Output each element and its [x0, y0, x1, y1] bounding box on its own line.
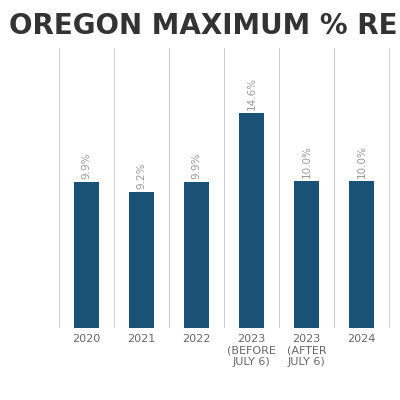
Text: 9.2%: 9.2% — [136, 163, 146, 190]
Text: 9.9%: 9.9% — [81, 153, 91, 179]
Bar — [184, 182, 209, 328]
Text: 10.0%: 10.0% — [357, 145, 367, 178]
Bar — [74, 182, 99, 328]
Bar — [129, 192, 154, 328]
Text: OREGON MAXIMUM % RENT INCREASE: OREGON MAXIMUM % RENT INCREASE — [9, 12, 400, 40]
Text: 14.6%: 14.6% — [246, 77, 256, 110]
Bar — [349, 181, 374, 328]
Text: 9.9%: 9.9% — [192, 153, 202, 179]
Bar — [294, 181, 319, 328]
Text: 10.0%: 10.0% — [302, 145, 312, 178]
Bar — [239, 113, 264, 328]
